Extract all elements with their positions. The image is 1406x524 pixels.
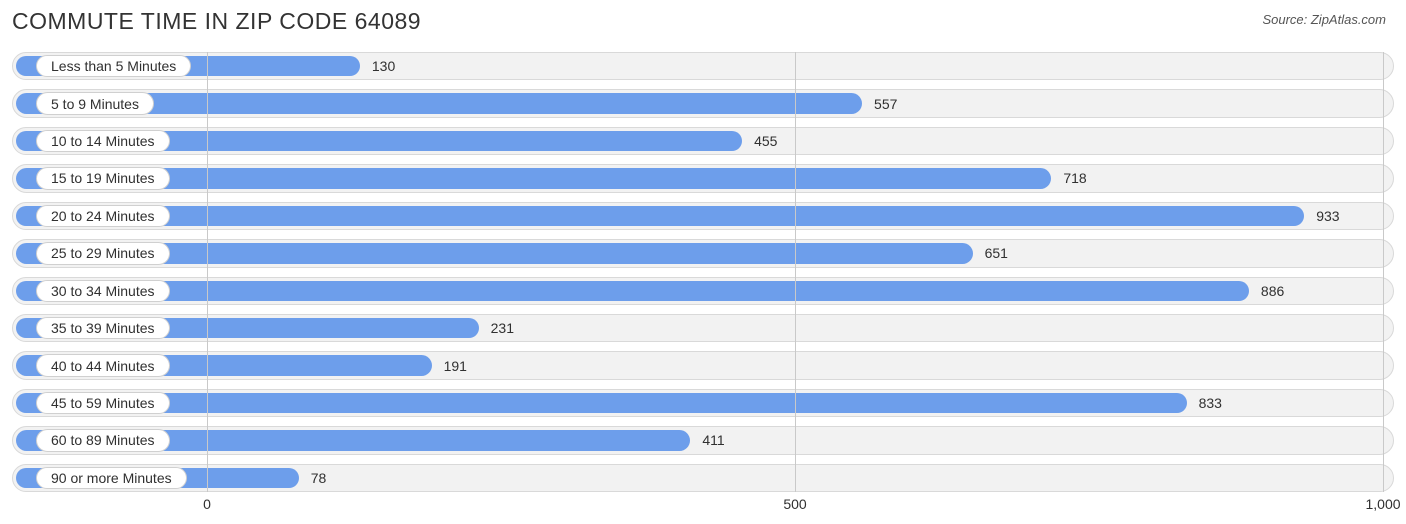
bar-value-label: 78 [311,470,327,486]
category-pill: 60 to 89 Minutes [36,429,170,451]
bar-fill [16,393,1187,413]
category-label: 45 to 59 Minutes [51,395,155,411]
category-label: 25 to 29 Minutes [51,245,155,261]
category-label: 5 to 9 Minutes [51,96,139,112]
bar-value-label: 933 [1316,208,1339,224]
category-label: 10 to 14 Minutes [51,133,155,149]
bar-row: 78 90 or more Minutes [12,464,1394,492]
category-pill: 20 to 24 Minutes [36,205,170,227]
category-pill: 40 to 44 Minutes [36,354,170,376]
bar-fill [16,206,1304,226]
bar-row: 833 45 to 59 Minutes [12,389,1394,417]
bar-row: 718 15 to 19 Minutes [12,164,1394,192]
category-label: 20 to 24 Minutes [51,208,155,224]
category-pill: Less than 5 Minutes [36,55,191,77]
gridline [207,52,208,492]
bar-value-label: 886 [1261,283,1284,299]
category-pill: 25 to 29 Minutes [36,242,170,264]
category-pill: 30 to 34 Minutes [36,280,170,302]
category-label: 30 to 34 Minutes [51,283,155,299]
bar-value-label: 231 [491,320,514,336]
category-label: 90 or more Minutes [51,470,172,486]
category-label: 35 to 39 Minutes [51,320,155,336]
category-label: 60 to 89 Minutes [51,432,155,448]
bar-fill [16,168,1051,188]
bar-row: 231 35 to 39 Minutes [12,314,1394,342]
bar-row: 557 5 to 9 Minutes [12,89,1394,117]
category-pill: 15 to 19 Minutes [36,167,170,189]
bar-row: 933 20 to 24 Minutes [12,202,1394,230]
gridline [1383,52,1384,492]
category-pill: 5 to 9 Minutes [36,92,154,114]
bar-row: 651 25 to 29 Minutes [12,239,1394,267]
bar-row: 411 60 to 89 Minutes [12,426,1394,454]
chart-rows: 130 Less than 5 Minutes 557 5 to 9 Minutes 4… [12,52,1394,492]
chart-area: 130 Less than 5 Minutes 557 5 to 9 Minutes 4… [12,52,1394,492]
bar-value-label: 833 [1199,395,1222,411]
x-tick-label: 1,000 [1365,496,1400,512]
category-pill: 10 to 14 Minutes [36,130,170,152]
bar-value-label: 455 [754,133,777,149]
bar-value-label: 411 [702,432,724,448]
bar-row: 455 10 to 14 Minutes [12,127,1394,155]
bar-row: 191 40 to 44 Minutes [12,351,1394,379]
category-label: Less than 5 Minutes [51,58,176,74]
chart-title: COMMUTE TIME IN ZIP CODE 64089 [12,8,421,35]
x-tick-label: 500 [783,496,806,512]
x-tick-label: 0 [203,496,211,512]
category-pill: 45 to 59 Minutes [36,392,170,414]
source-name: ZipAtlas.com [1311,12,1386,27]
category-pill: 35 to 39 Minutes [36,317,170,339]
category-pill: 90 or more Minutes [36,467,187,489]
x-axis: 05001,000 [12,496,1394,516]
bar-row: 886 30 to 34 Minutes [12,277,1394,305]
bar-value-label: 191 [444,358,467,374]
bar-value-label: 651 [985,245,1008,261]
bar-fill [16,281,1249,301]
bar-value-label: 557 [874,96,897,112]
source-prefix: Source: [1262,12,1310,27]
source-attribution: Source: ZipAtlas.com [1262,12,1386,27]
gridline [795,52,796,492]
category-label: 40 to 44 Minutes [51,358,155,374]
category-label: 15 to 19 Minutes [51,170,155,186]
bar-value-label: 130 [372,58,395,74]
bar-value-label: 718 [1063,170,1086,186]
header: COMMUTE TIME IN ZIP CODE 64089 Source: Z… [0,0,1406,35]
bar-row: 130 Less than 5 Minutes [12,52,1394,80]
